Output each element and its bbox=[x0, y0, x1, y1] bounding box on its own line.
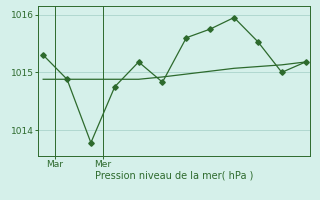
X-axis label: Pression niveau de la mer( hPa ): Pression niveau de la mer( hPa ) bbox=[95, 171, 253, 181]
